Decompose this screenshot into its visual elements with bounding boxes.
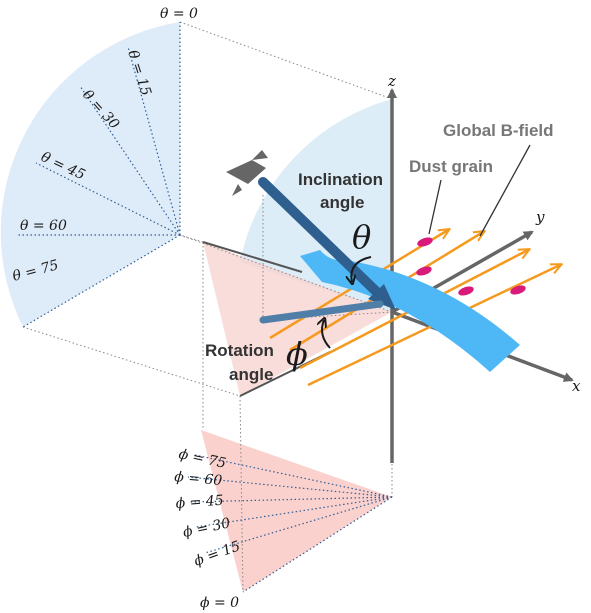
telescope-icon: [226, 150, 268, 196]
inclination-label-line2: angle: [320, 193, 364, 212]
theta-tick-0: θ = 0: [160, 6, 198, 22]
inclination-label-line1: Inclination: [298, 170, 383, 189]
dust-grain-pointer: [428, 179, 442, 235]
bfield-pointer: [479, 144, 531, 237]
x-axis-label: x: [572, 377, 581, 395]
phi-tick-15: ϕ = 15: [192, 538, 243, 569]
dust-grain: [416, 266, 432, 276]
theta-tick-60: θ = 60: [20, 218, 67, 234]
dust-grains: [416, 237, 526, 296]
projected-arrow: [259, 300, 384, 324]
phi-fan: [201, 430, 392, 592]
line-of-sight-arrowhead: [368, 284, 396, 310]
theta-arc: [351, 256, 372, 282]
dust-grain: [510, 285, 526, 295]
global-bfield-label: Global B-field: [443, 121, 554, 140]
theta-symbol: θ: [352, 218, 371, 256]
rotation-label-line1: Rotation: [205, 341, 274, 360]
z-axis-label: z: [387, 72, 396, 90]
rotation-label-line2: angle: [229, 365, 273, 384]
phi-tick-45: ϕ = 45: [175, 493, 224, 512]
phi-tick-60: ϕ = 60: [174, 469, 223, 489]
phi-tick-0: ϕ = 0: [200, 595, 239, 611]
xz-plane-shade: [240, 99, 392, 312]
theta-fan: [0, 22, 181, 327]
dust-grain: [417, 237, 433, 247]
line-of-sight-arrow: [258, 177, 390, 305]
phi-arc: [322, 320, 331, 349]
dust-grain-label: Dust grain: [409, 157, 493, 176]
phi-spokes: [187, 454, 393, 593]
dust-grain: [458, 286, 474, 296]
phi-symbol: ϕ: [286, 335, 308, 373]
y-axis-label: y: [535, 208, 545, 226]
phi-tick-30: ϕ = 30: [182, 515, 232, 541]
rotation-plane-shade: [203, 242, 392, 396]
theta-spokes: [18, 22, 181, 328]
